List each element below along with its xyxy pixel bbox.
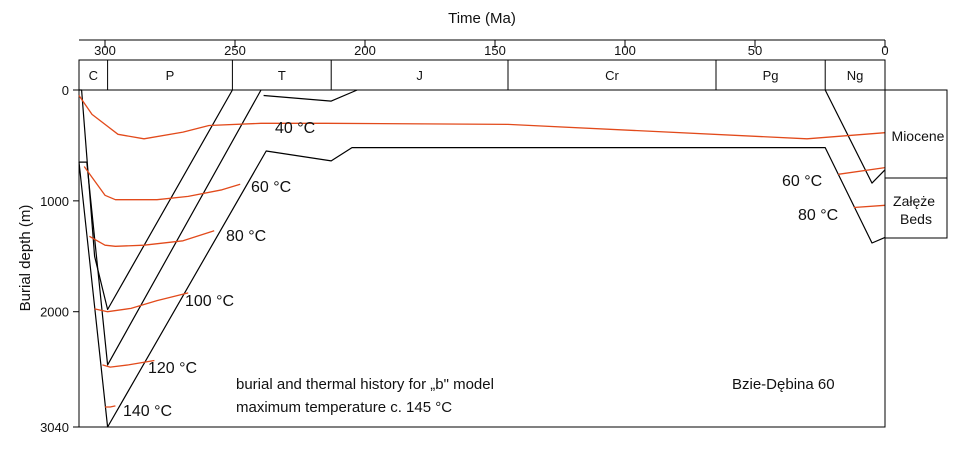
- x-tick-label: 250: [224, 43, 246, 58]
- burial-curves: [78, 89, 886, 428]
- x-tick-label: 50: [748, 43, 762, 58]
- period-band: C P T J Cr Pg Ng: [78, 59, 886, 91]
- burial-curve: [824, 89, 886, 184]
- isotherm-label: 80 °C: [226, 228, 266, 245]
- x-axis-ticks: 300 250 200 150 100 50 0: [79, 39, 889, 58]
- isotherm-line: [838, 166, 886, 175]
- isotherm-label: 140 °C: [123, 403, 172, 420]
- period-label: J: [416, 68, 423, 83]
- y-tick-label: 0: [62, 83, 69, 98]
- period-label: P: [166, 68, 175, 83]
- y-axis-ticks: 0 1000 2000 3040: [40, 83, 79, 435]
- isotherm-line: [853, 204, 886, 209]
- isotherm-label: 120 °C: [148, 360, 197, 377]
- period-label: T: [278, 68, 286, 83]
- x-tick-label: 100: [614, 43, 636, 58]
- isotherm-line: [102, 359, 155, 368]
- x-tick-label: 150: [484, 43, 506, 58]
- isotherm-line: [105, 405, 116, 408]
- zaleze-box: [884, 177, 948, 239]
- caption-max-temperature: maximum temperature c. 145 °C: [236, 399, 452, 416]
- isotherm-line: [94, 292, 189, 313]
- y-tick-label: 3040: [40, 420, 69, 435]
- x-tick-label: 300: [94, 43, 116, 58]
- x-axis-title: Time (Ma): [448, 10, 516, 27]
- plot-frame: [78, 89, 886, 428]
- y-tick-label: 1000: [40, 194, 69, 209]
- isotherm-label: 60 °C: [782, 173, 822, 190]
- burial-curve: [79, 89, 233, 311]
- isotherms: 40 °C 60 °C 80 °C 100 °C 120 °C 140 °C 60 °C 80…: [78, 95, 886, 420]
- formation-zaleze-beds: Załęże Beds: [893, 193, 939, 227]
- burial-curve: [79, 89, 262, 366]
- isotherm-line: [83, 166, 241, 201]
- y-tick-label: 2000: [40, 305, 69, 320]
- burial-curve: [78, 147, 886, 428]
- burial-curve: [263, 89, 358, 102]
- isotherm-label: 100 °C: [185, 293, 234, 310]
- period-label: Cr: [605, 68, 619, 83]
- isotherm-label: 80 °C: [798, 207, 838, 224]
- formation-panel: Miocene Załęże Beds: [884, 89, 948, 239]
- formation-miocene: Miocene: [892, 128, 945, 144]
- period-label: Pg: [763, 68, 779, 83]
- isotherm-line: [89, 230, 215, 247]
- isotherm-label: 40 °C: [275, 120, 315, 137]
- period-label: C: [89, 68, 98, 83]
- y-axis-title: Burial depth (m): [17, 205, 34, 312]
- period-label: Ng: [847, 68, 864, 83]
- x-tick-label: 0: [881, 43, 888, 58]
- x-tick-label: 200: [354, 43, 376, 58]
- isotherm-line: [78, 95, 886, 140]
- well-name: Bzie-Dębina 60: [732, 376, 835, 393]
- isotherm-label: 60 °C: [251, 179, 291, 196]
- caption-model: burial and thermal history for „b" model: [236, 376, 494, 393]
